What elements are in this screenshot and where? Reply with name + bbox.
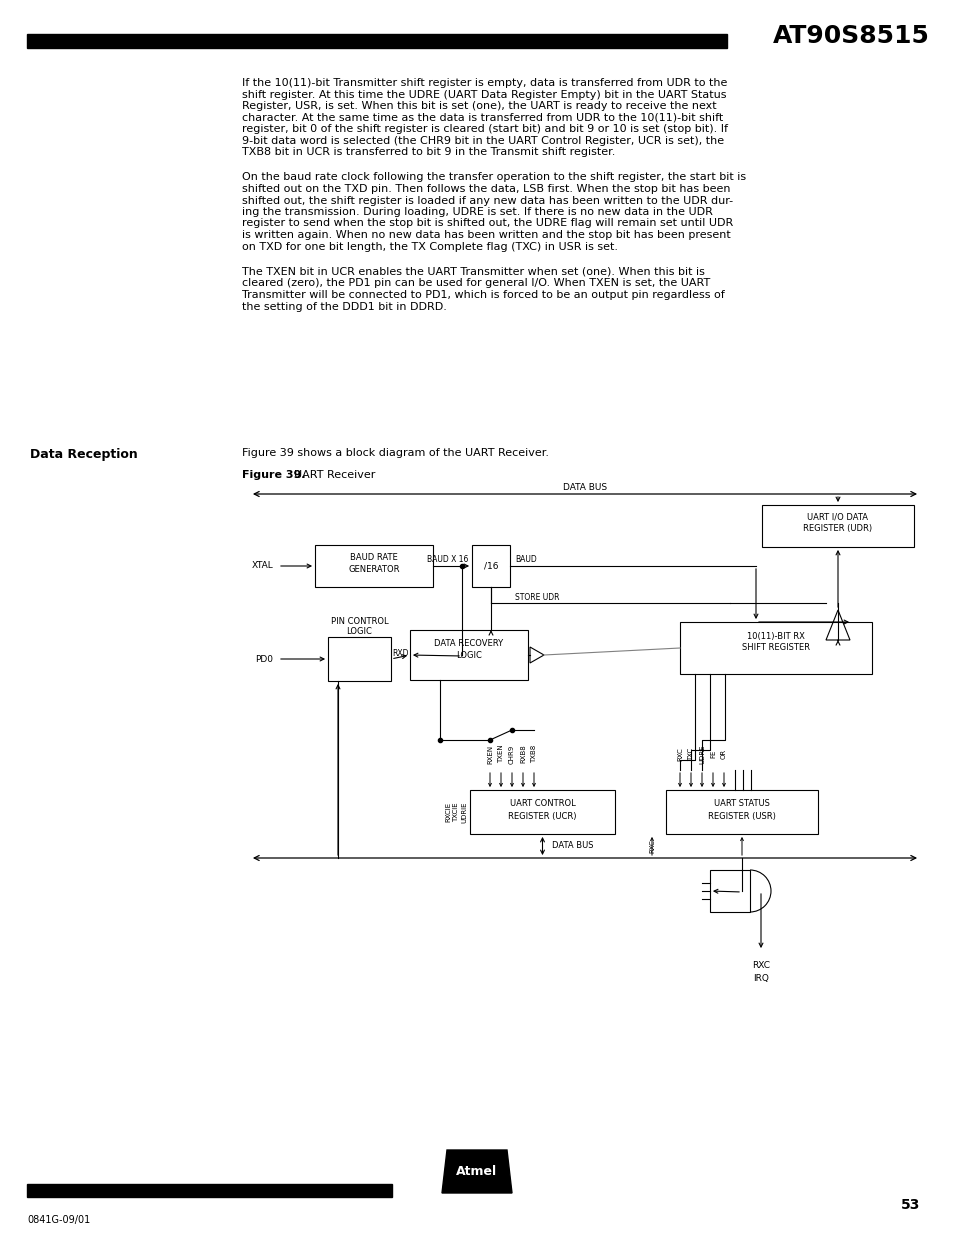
Text: the setting of the DDD1 bit in DDRD.: the setting of the DDD1 bit in DDRD. <box>242 301 446 311</box>
Text: 9-bit data word is selected (the CHR9 bit in the UART Control Register, UCR is s: 9-bit data word is selected (the CHR9 bi… <box>242 136 723 146</box>
Bar <box>314 545 433 587</box>
Text: OR: OR <box>720 748 726 760</box>
Text: The TXEN bit in UCR enables the UART Transmitter when set (one). When this bit i: The TXEN bit in UCR enables the UART Tra… <box>242 267 704 277</box>
Text: DATA RECOVERY: DATA RECOVERY <box>434 640 503 648</box>
Text: BAUD X 16: BAUD X 16 <box>426 556 468 564</box>
Text: RXB8: RXB8 <box>519 745 525 763</box>
Bar <box>665 790 817 834</box>
Text: character. At the same time as the data is transferred from UDR to the 10(11)-bi: character. At the same time as the data … <box>242 112 722 122</box>
Text: BAUD: BAUD <box>515 555 537 563</box>
Text: cleared (zero), the PD1 pin can be used for general I/O. When TXEN is set, the U: cleared (zero), the PD1 pin can be used … <box>242 279 709 289</box>
Polygon shape <box>441 1150 512 1193</box>
Text: DATA BUS: DATA BUS <box>552 841 594 851</box>
Text: RXC: RXC <box>751 962 769 971</box>
Text: on TXD for one bit length, the TX Complete flag (TXC) in USR is set.: on TXD for one bit length, the TX Comple… <box>242 242 618 252</box>
Bar <box>761 505 913 547</box>
Text: UART STATUS: UART STATUS <box>713 799 769 809</box>
Text: REGISTER (UDR): REGISTER (UDR) <box>802 525 872 534</box>
Bar <box>472 545 510 587</box>
Text: Data Reception: Data Reception <box>30 448 137 461</box>
Text: UART Receiver: UART Receiver <box>294 471 375 480</box>
Text: REGISTER (USR): REGISTER (USR) <box>707 811 775 820</box>
Text: BAUD RATE: BAUD RATE <box>350 552 397 562</box>
Text: ing the transmission. During loading, UDRE is set. If there is no new data in th: ing the transmission. During loading, UD… <box>242 207 712 217</box>
Text: If the 10(11)-bit Transmitter shift register is empty, data is transferred from : If the 10(11)-bit Transmitter shift regi… <box>242 78 726 88</box>
Text: Figure 39.: Figure 39. <box>242 471 305 480</box>
Text: shifted out on the TXD pin. Then follows the data, LSB first. When the stop bit : shifted out on the TXD pin. Then follows… <box>242 184 730 194</box>
Text: TXB8 bit in UCR is transferred to bit 9 in the Transmit shift register.: TXB8 bit in UCR is transferred to bit 9 … <box>242 147 615 157</box>
Text: UART I/O DATA: UART I/O DATA <box>806 513 867 521</box>
Text: PIN CONTROL: PIN CONTROL <box>331 616 388 625</box>
Text: 53: 53 <box>900 1198 919 1212</box>
Text: Atmel: Atmel <box>456 1165 497 1178</box>
Text: TXB8: TXB8 <box>531 745 537 763</box>
Text: UDRIE: UDRIE <box>460 802 467 823</box>
Bar <box>410 630 527 680</box>
Bar <box>679 622 871 674</box>
Text: 10(11)-BIT RX: 10(11)-BIT RX <box>746 631 804 641</box>
Text: UART CONTROL: UART CONTROL <box>509 799 575 809</box>
Bar <box>470 790 615 834</box>
Text: 0841G-09/01: 0841G-09/01 <box>27 1215 91 1225</box>
Text: FE: FE <box>709 750 716 758</box>
Text: PD0: PD0 <box>254 655 273 663</box>
Text: RXC: RXC <box>677 747 682 761</box>
Text: STORE UDR: STORE UDR <box>515 594 558 603</box>
Text: RXD: RXD <box>392 648 408 657</box>
Text: CHR9: CHR9 <box>509 745 515 763</box>
Text: SHIFT REGISTER: SHIFT REGISTER <box>741 643 809 652</box>
Text: shift register. At this time the UDRE (UART Data Register Empty) bit in the UART: shift register. At this time the UDRE (U… <box>242 89 726 100</box>
Bar <box>328 637 391 680</box>
Text: is written again. When no new data has been written and the stop bit has been pr: is written again. When no new data has b… <box>242 230 730 240</box>
Text: RXC: RXC <box>648 839 655 853</box>
Bar <box>27 35 726 48</box>
Text: GENERATOR: GENERATOR <box>348 564 399 573</box>
Text: LOGIC: LOGIC <box>456 652 481 661</box>
Text: shifted out, the shift register is loaded if any new data has been written to th: shifted out, the shift register is loade… <box>242 195 732 205</box>
Text: /16: /16 <box>483 562 497 571</box>
Text: Register, USR, is set. When this bit is set (one), the UART is ready to receive : Register, USR, is set. When this bit is … <box>242 101 716 111</box>
Text: TXEN: TXEN <box>497 745 503 763</box>
Bar <box>709 869 749 911</box>
Text: RXEN: RXEN <box>486 745 493 763</box>
Text: DATA BUS: DATA BUS <box>562 483 606 493</box>
Text: On the baud rate clock following the transfer operation to the shift register, t: On the baud rate clock following the tra… <box>242 173 745 183</box>
Text: AT90S8515: AT90S8515 <box>772 23 929 48</box>
Text: register to send when the stop bit is shifted out, the UDRE flag will remain set: register to send when the stop bit is sh… <box>242 219 733 228</box>
Text: XTAL: XTAL <box>251 562 273 571</box>
Text: RXCIE: RXCIE <box>444 802 451 823</box>
Text: LOGIC: LOGIC <box>346 626 372 636</box>
Text: Transmitter will be connected to PD1, which is forced to be an output pin regard: Transmitter will be connected to PD1, wh… <box>242 290 724 300</box>
Text: TXC: TXC <box>687 747 693 761</box>
Bar <box>27 1184 392 1197</box>
Text: TXCIE: TXCIE <box>453 803 458 821</box>
Text: Figure 39 shows a block diagram of the UART Receiver.: Figure 39 shows a block diagram of the U… <box>242 448 548 458</box>
Text: REGISTER (UCR): REGISTER (UCR) <box>508 811 577 820</box>
Text: IRQ: IRQ <box>752 973 768 983</box>
Text: register, bit 0 of the shift register is cleared (start bit) and bit 9 or 10 is : register, bit 0 of the shift register is… <box>242 124 727 135</box>
Text: UDRE: UDRE <box>699 745 704 763</box>
